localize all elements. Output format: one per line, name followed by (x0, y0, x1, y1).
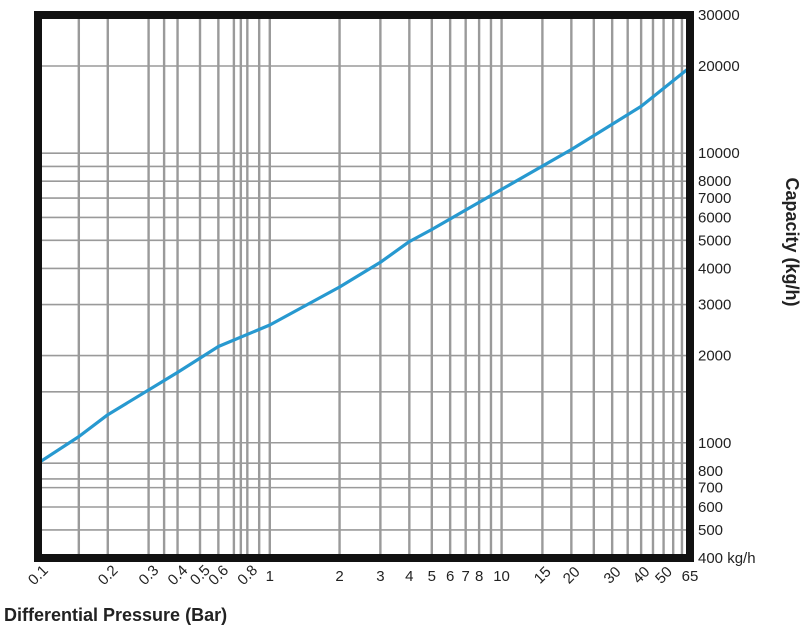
series-layer (37, 66, 691, 465)
x-tick-label-65: 65 (682, 568, 699, 585)
y-tick-label-7000: 7000 (698, 190, 731, 207)
x-tick-label-6: 6 (446, 568, 454, 585)
y-tick-label-20000: 20000 (698, 58, 740, 75)
x-tick-label-5: 5 (428, 568, 436, 585)
y-tick-label-500: 500 (698, 522, 723, 539)
y-tick-label-8000: 8000 (698, 173, 731, 190)
y-tick-label-600: 600 (698, 499, 723, 516)
y-axis-title: Capacity (kg/h) (782, 177, 802, 306)
x-tick-label-0-1: 0.1 (25, 562, 52, 589)
y-tick-label-800: 800 (698, 463, 723, 480)
x-tick-label-30: 30 (601, 563, 625, 587)
x-tick-label-0-3: 0.3 (136, 562, 163, 589)
x-tick-label-7: 7 (462, 568, 470, 585)
y-tick-label-4000: 4000 (698, 260, 731, 277)
y-tick-label-30000: 30000 (698, 7, 740, 24)
y-tick-label-700: 700 (698, 480, 723, 497)
y-tick-label-10000: 10000 (698, 145, 740, 162)
x-tick-label-0-2: 0.2 (95, 562, 122, 589)
y-tick-label-400-kg-h: 400 kg/h (698, 550, 756, 567)
y-tick-label-2000: 2000 (698, 348, 731, 365)
capacity-line-0 (37, 66, 691, 465)
y-tick-label-3000: 3000 (698, 297, 731, 314)
x-tick-label-15: 15 (531, 563, 555, 587)
x-tick-label-40: 40 (630, 563, 654, 587)
x-tick-label-8: 8 (475, 568, 483, 585)
x-tick-label-1: 1 (266, 568, 274, 585)
x-tick-label-10: 10 (493, 568, 510, 585)
x-tick-label-50: 50 (652, 563, 676, 587)
plot-frame (34, 11, 694, 562)
x-tick-label-20: 20 (560, 563, 584, 587)
x-axis-title: Differential Pressure (Bar) (4, 605, 227, 625)
y-tick-label-6000: 6000 (698, 209, 731, 226)
x-tick-label-0-8: 0.8 (234, 562, 261, 589)
x-tick-label-0-6: 0.6 (205, 562, 232, 589)
grid-lines (38, 15, 690, 558)
y-tick-label-5000: 5000 (698, 232, 731, 249)
x-tick-labels: 0.1 0.2 0.3 0.40.50.6 0.8 1 2 3 4 5 6 7 8 10 15 20 30 405… (25, 562, 698, 589)
x-tick-label-4: 4 (405, 568, 413, 585)
x-tick-label-2: 2 (335, 568, 343, 585)
x-tick-label-3: 3 (376, 568, 384, 585)
y-tick-label-1000: 1000 (698, 435, 731, 452)
